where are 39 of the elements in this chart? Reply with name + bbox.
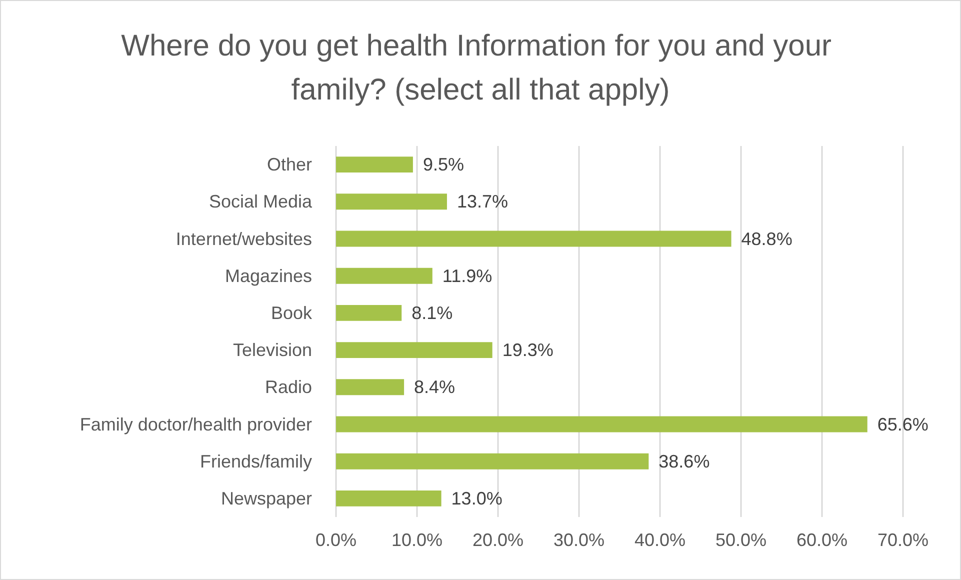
bar <box>336 194 447 210</box>
y-tick-label: Friends/family <box>200 451 312 472</box>
x-tick-label: 0.0% <box>315 530 357 550</box>
x-tick-label: 20.0% <box>472 530 524 550</box>
bar <box>336 304 402 321</box>
x-tick-label: 50.0% <box>715 530 767 550</box>
x-tick-label: 60.0% <box>796 530 848 550</box>
data-label: 9.5% <box>422 154 464 175</box>
data-label: 11.9% <box>442 266 492 286</box>
chart-title: Where do you get health Information for you and your family? (select all that apply) <box>121 30 840 106</box>
y-tick-label: Social Media <box>208 192 313 212</box>
y-tick-label: Radio <box>264 377 312 398</box>
bar <box>336 453 649 470</box>
data-label: 13.0% <box>451 488 502 508</box>
x-tick-label: 10.0% <box>391 530 443 550</box>
bar <box>336 156 413 173</box>
data-label: 65.6% <box>877 414 928 434</box>
bar <box>336 490 442 506</box>
bar <box>336 342 492 358</box>
x-tick-label: 40.0% <box>634 530 686 550</box>
bar <box>336 230 732 247</box>
y-tick-label: Newspaper <box>220 488 312 508</box>
y-tick-label: Internet/websites <box>176 228 312 249</box>
data-label: 13.7% <box>456 192 508 212</box>
y-tick-label: Family doctor/health provider <box>80 414 312 434</box>
y-tick-label: Magazines <box>224 266 312 286</box>
y-tick-label: Television <box>232 340 312 360</box>
data-label: 19.3% <box>502 340 554 360</box>
y-tick-label: Other <box>266 154 312 175</box>
bar <box>336 416 868 432</box>
bar <box>336 268 432 284</box>
y-tick-label: Book <box>270 302 313 323</box>
data-label: 8.4% <box>414 377 456 398</box>
bar <box>336 379 404 396</box>
data-label: 8.1% <box>412 302 453 323</box>
x-tick-label: 30.0% <box>553 530 605 550</box>
data-label: 38.6% <box>658 451 710 472</box>
data-label: 48.8% <box>741 228 792 249</box>
x-tick-label: 70.0% <box>877 530 929 550</box>
